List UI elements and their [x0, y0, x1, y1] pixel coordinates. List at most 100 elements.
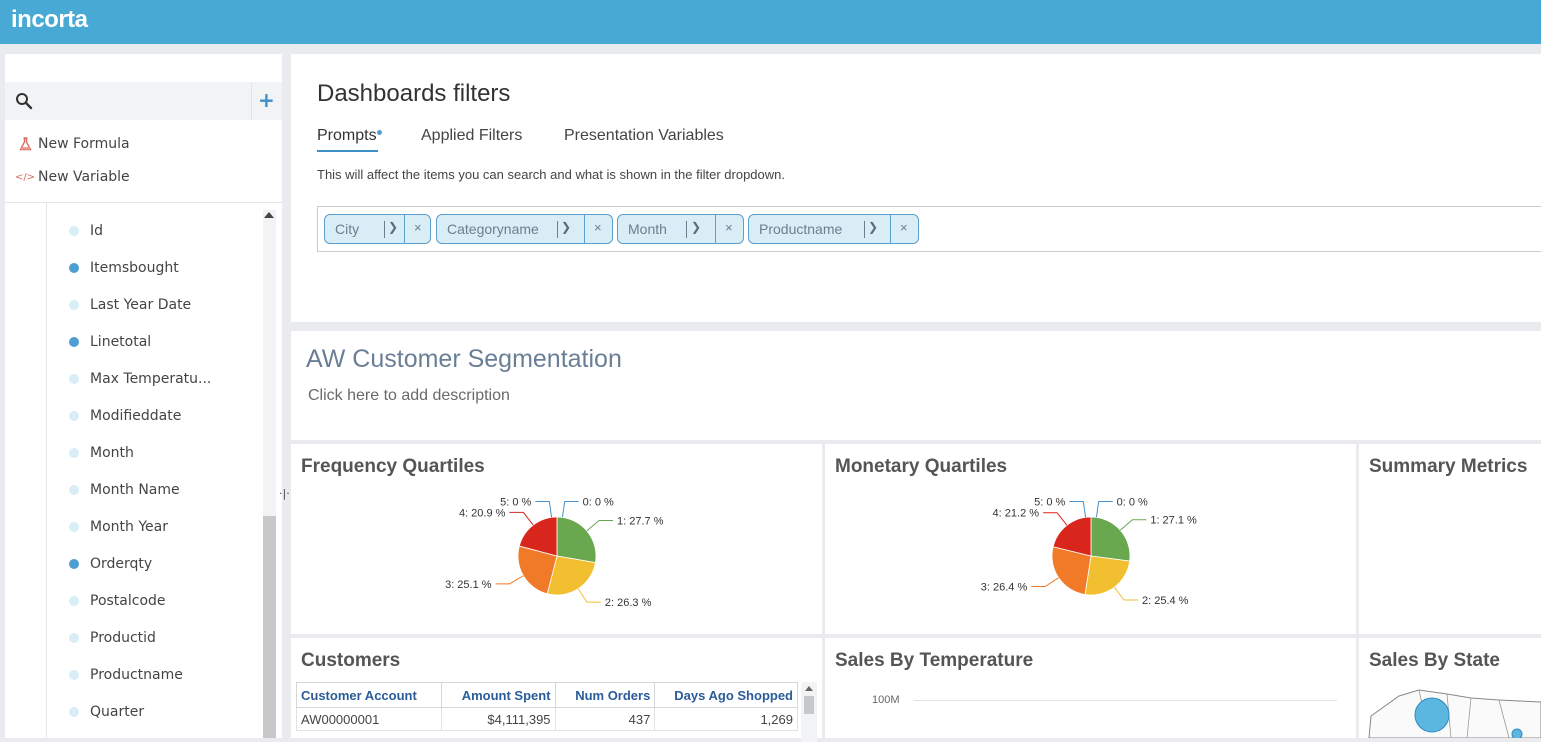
- insight-customers[interactable]: Customers Customer Account Amount Spent …: [291, 638, 822, 742]
- pie-leader-line: [1119, 519, 1147, 531]
- tree-guide-line: [46, 203, 47, 738]
- dashboard-description[interactable]: Click here to add description: [308, 387, 510, 404]
- chevron-down-icon[interactable]: ❯: [388, 220, 399, 234]
- tab-prompts[interactable]: Prompts: [317, 127, 377, 144]
- insight-summary-metrics[interactable]: Summary Metrics: [1359, 444, 1541, 634]
- field-item[interactable]: Postalcode: [69, 591, 166, 611]
- tab-applied-filters[interactable]: Applied Filters: [421, 127, 523, 144]
- insight-monetary-quartiles[interactable]: Monetary Quartiles 0: 0 % 1: 27.1 % 2: 25.…: [825, 444, 1356, 634]
- pie-leader-line: [586, 520, 614, 532]
- pie-slice[interactable]: [1051, 546, 1092, 595]
- table-scroll-thumb[interactable]: [804, 696, 814, 714]
- pie-slice[interactable]: [518, 516, 558, 557]
- field-bullet: [69, 300, 79, 310]
- prompt-label: City: [335, 221, 360, 237]
- field-bullet: [69, 633, 79, 643]
- field-item[interactable]: Linetotal: [69, 332, 151, 352]
- search-icon[interactable]: [15, 92, 33, 110]
- pie-leader-line: [1113, 586, 1138, 601]
- field-label: Month: [90, 445, 134, 461]
- field-item[interactable]: Month Year: [69, 517, 168, 537]
- field-label: Linetotal: [90, 334, 152, 350]
- pie-slice[interactable]: [1052, 516, 1092, 557]
- new-variable-button[interactable]: </> New Variable: [14, 169, 130, 185]
- field-item[interactable]: Max Temperatu...: [69, 369, 211, 389]
- pie-leader-line: [1043, 512, 1068, 526]
- field-label: Last Year Date: [90, 297, 192, 313]
- dashboard-header: AW Customer Segmentation Click here to a…: [291, 331, 1541, 440]
- field-item[interactable]: Id: [69, 221, 103, 241]
- field-item[interactable]: Orderqty: [69, 554, 152, 574]
- table-scrollbar[interactable]: [801, 682, 817, 742]
- plus-icon[interactable]: +: [258, 88, 275, 112]
- scroll-up-arrow-icon[interactable]: [805, 686, 813, 691]
- dashboard-title[interactable]: AW Customer Segmentation: [306, 345, 622, 373]
- field-item[interactable]: Productname: [69, 665, 183, 685]
- close-icon[interactable]: ×: [594, 220, 602, 235]
- filters-title: Dashboards filters: [317, 80, 511, 107]
- chevron-down-icon[interactable]: ❯: [868, 220, 879, 234]
- field-item[interactable]: Quarter: [69, 702, 144, 722]
- chevron-down-icon[interactable]: ❯: [691, 220, 702, 234]
- prompt-label: Productname: [759, 221, 843, 237]
- prompt-categoryname[interactable]: Categoryname ❯ ×: [436, 214, 613, 244]
- pie-leader-line: [561, 501, 579, 518]
- column-header[interactable]: Days Ago Shopped: [654, 682, 798, 708]
- insight-title: Sales By Temperature: [835, 650, 1034, 671]
- prompt-label: Month: [628, 221, 667, 237]
- field-item[interactable]: Last Year Date: [69, 295, 191, 315]
- us-map: [1368, 689, 1541, 738]
- sidebar-scroll-thumb[interactable]: [263, 516, 276, 738]
- insight-title: Customers: [301, 650, 401, 671]
- map-bubble[interactable]: [1414, 697, 1450, 733]
- scroll-up-arrow-icon[interactable]: [264, 212, 274, 218]
- pie-data-label: 5: 0 %: [500, 497, 531, 509]
- field-item[interactable]: Productid: [69, 628, 156, 648]
- incorta-logo[interactable]: incorta: [11, 6, 88, 33]
- chevron-down-icon[interactable]: ❯: [561, 220, 572, 234]
- pie-data-label: 2: 26.3 %: [605, 597, 652, 609]
- prompt-separator: [557, 221, 558, 238]
- field-item[interactable]: Itemsbought: [69, 258, 179, 278]
- insight-frequency-quartiles[interactable]: Frequency Quartiles 0: 0 % 1: 27.7 % 2: 26…: [291, 444, 822, 634]
- table-cell: 1,269: [654, 707, 798, 731]
- new-formula-label: New Formula: [38, 136, 130, 152]
- new-formula-button[interactable]: New Formula: [18, 136, 130, 152]
- close-icon[interactable]: ×: [900, 220, 908, 235]
- pie-slice[interactable]: [1084, 555, 1131, 596]
- table-row[interactable]: AW00000001 $4,111,395 437 1,269: [296, 707, 798, 731]
- field-bullet: [69, 596, 79, 606]
- y-axis-tick-label: 100M: [872, 694, 900, 706]
- code-icon: </>: [14, 171, 36, 183]
- pie-slice[interactable]: [556, 516, 597, 564]
- table-cell: 437: [554, 707, 656, 731]
- prompt-city[interactable]: City ❯ ×: [324, 214, 431, 244]
- prompt-productname[interactable]: Productname ❯ ×: [748, 214, 919, 244]
- pie-slice[interactable]: [1090, 516, 1131, 562]
- prompt-month[interactable]: Month ❯ ×: [617, 214, 744, 244]
- field-item[interactable]: Month Name: [69, 480, 180, 500]
- prompts-container[interactable]: City ❯ × Categoryname ❯ × Month ❯ × Prod…: [317, 206, 1541, 252]
- search-divider: [251, 82, 252, 120]
- column-header[interactable]: Customer Account: [296, 682, 442, 708]
- panel-resize-handle[interactable]: ·|·: [279, 487, 290, 500]
- sidebar-separator: [5, 202, 282, 203]
- insight-sales-by-state[interactable]: Sales By State: [1359, 638, 1541, 738]
- pie-data-label: 1: 27.7 %: [617, 516, 664, 528]
- tab-presentation-variables[interactable]: Presentation Variables: [564, 127, 724, 144]
- field-item[interactable]: Modifieddate: [69, 406, 181, 426]
- close-icon[interactable]: ×: [414, 220, 422, 235]
- column-header[interactable]: Num Orders: [554, 682, 656, 708]
- insight-sales-by-temperature[interactable]: Sales By Temperature 100M: [825, 638, 1356, 738]
- pie-data-label: 5: 0 %: [1034, 497, 1065, 509]
- search-row: +: [5, 82, 282, 120]
- close-icon[interactable]: ×: [725, 220, 733, 235]
- search-input[interactable]: [41, 90, 241, 112]
- map-bubble[interactable]: [1511, 728, 1523, 738]
- field-label: Month Year: [90, 519, 168, 535]
- column-header[interactable]: Amount Spent: [440, 682, 556, 708]
- field-bullet: [69, 670, 79, 680]
- field-item[interactable]: Month: [69, 443, 134, 463]
- pie-slice[interactable]: [546, 555, 596, 596]
- field-bullet: [69, 559, 79, 569]
